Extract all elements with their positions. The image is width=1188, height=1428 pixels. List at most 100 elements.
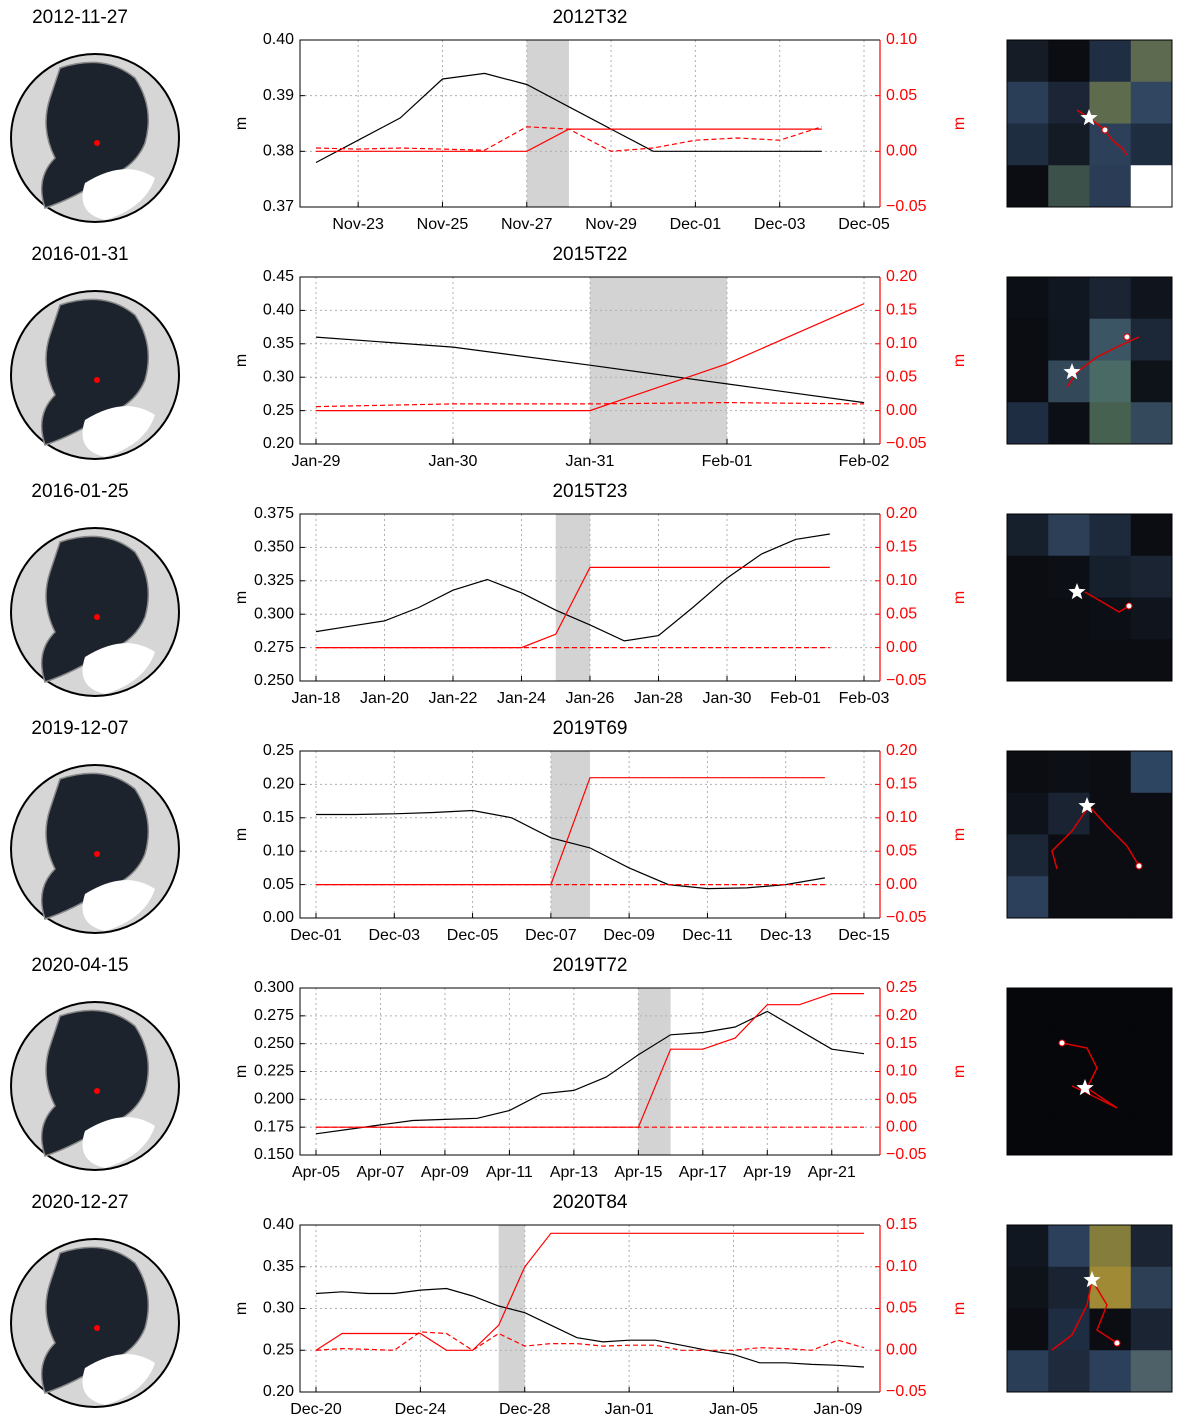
tile-cell bbox=[1131, 988, 1173, 1030]
chart-title: 2019T72 bbox=[552, 955, 627, 976]
tile-cell bbox=[1007, 277, 1049, 319]
x-tick-label: Dec-05 bbox=[838, 216, 890, 233]
y2-tick-label: −0.05 bbox=[886, 435, 927, 452]
x-tick-label: Nov-23 bbox=[332, 216, 384, 233]
y2-tick-label: −0.05 bbox=[886, 198, 927, 215]
x-tick-label: Jan-31 bbox=[566, 453, 615, 470]
y2-tick-label: −0.05 bbox=[886, 1383, 927, 1400]
polar-map bbox=[11, 1239, 179, 1407]
y2-tick-label: 0.00 bbox=[886, 639, 917, 656]
tile-cell bbox=[1048, 319, 1090, 361]
tile-cell bbox=[1090, 556, 1132, 598]
y2-tick-label: 0.05 bbox=[886, 1300, 917, 1317]
x-tick-label: Dec-24 bbox=[395, 1401, 447, 1418]
x-tick-label: Dec-11 bbox=[682, 927, 732, 944]
x-tick-label: Nov-27 bbox=[501, 216, 553, 233]
y2-tick-label: 0.20 bbox=[886, 1007, 917, 1024]
tile-cell bbox=[1007, 124, 1049, 166]
y-tick-label: 0.325 bbox=[254, 572, 294, 589]
y-tick-label: 0.35 bbox=[263, 1258, 294, 1275]
x-tick-label: Dec-05 bbox=[447, 927, 499, 944]
y2-tick-label: 0.00 bbox=[886, 1341, 917, 1358]
tile-cell bbox=[1007, 793, 1049, 835]
y2-tick-label: 0.05 bbox=[886, 605, 917, 622]
map-tile bbox=[1007, 988, 1173, 1156]
y-tick-label: 0.25 bbox=[263, 1341, 294, 1358]
tile-cell bbox=[1007, 1113, 1049, 1155]
x-tick-label: Feb-01 bbox=[702, 453, 753, 470]
tile-cell bbox=[1048, 1225, 1090, 1267]
tile-cell bbox=[1048, 1309, 1090, 1351]
x-tick-label: Apr-11 bbox=[486, 1164, 533, 1181]
y2-tick-label: 0.20 bbox=[886, 505, 917, 522]
x-tick-label: Apr-13 bbox=[550, 1164, 598, 1181]
y-tick-label: 0.30 bbox=[263, 368, 294, 385]
tile-cell bbox=[1007, 402, 1049, 444]
tile-cell bbox=[1090, 751, 1132, 793]
dashed-line bbox=[316, 1332, 864, 1350]
x-tick-label: Nov-29 bbox=[585, 216, 637, 233]
tile-cell bbox=[1131, 124, 1173, 166]
map-buoy bbox=[94, 1325, 100, 1331]
x-tick-label: Jan-20 bbox=[360, 690, 409, 707]
y-tick-label: 0.25 bbox=[263, 742, 294, 759]
chart-title: 2019T69 bbox=[552, 718, 627, 739]
tile-cell bbox=[1131, 639, 1173, 681]
tile-cell bbox=[1131, 751, 1173, 793]
tile-cell bbox=[1007, 361, 1049, 403]
map-tile bbox=[1007, 751, 1173, 919]
y-axis-label: m bbox=[233, 1065, 250, 1078]
map-buoy bbox=[94, 614, 100, 620]
y-tick-label: 0.225 bbox=[254, 1063, 294, 1080]
y-tick-label: 0.250 bbox=[254, 1035, 294, 1052]
tile-cell bbox=[1007, 1350, 1049, 1392]
y-tick-label: 0.350 bbox=[254, 539, 294, 556]
map-buoy bbox=[94, 1088, 100, 1094]
polar-map bbox=[11, 291, 179, 459]
start-point bbox=[1124, 334, 1130, 340]
tile-cell bbox=[1048, 751, 1090, 793]
tile-cell bbox=[1090, 124, 1132, 166]
tile-cell bbox=[1048, 876, 1090, 918]
tile-cell bbox=[1131, 1267, 1173, 1309]
y-axis-label: m bbox=[233, 354, 250, 367]
tile-cell bbox=[1090, 1309, 1132, 1351]
x-tick-label: Dec-07 bbox=[525, 927, 577, 944]
tile-cell bbox=[1131, 835, 1173, 877]
x-tick-label: Jan-24 bbox=[497, 690, 546, 707]
tile-cell bbox=[1007, 988, 1049, 1030]
tile-cell bbox=[1007, 514, 1049, 556]
tile-cell bbox=[1090, 1225, 1132, 1267]
y-axis-label: m bbox=[233, 591, 250, 604]
tile-cell bbox=[1007, 319, 1049, 361]
tile-cell bbox=[1048, 124, 1090, 166]
tile-cell bbox=[1007, 876, 1049, 918]
x-tick-label: Apr-17 bbox=[679, 1164, 727, 1181]
y2-tick-label: 0.05 bbox=[886, 87, 917, 104]
y-tick-label: 0.275 bbox=[254, 639, 294, 656]
tile-cell bbox=[1048, 1350, 1090, 1392]
y2-tick-label: −0.05 bbox=[886, 909, 927, 926]
y-tick-label: 0.175 bbox=[254, 1118, 294, 1135]
tile-cell bbox=[1090, 1072, 1132, 1114]
tile-cell bbox=[1007, 40, 1049, 82]
map-tile bbox=[1007, 277, 1173, 445]
tile-cell bbox=[1090, 1350, 1132, 1392]
y-tick-label: 0.20 bbox=[263, 1383, 294, 1400]
y2-tick-label: −0.05 bbox=[886, 672, 927, 689]
tile-cell bbox=[1131, 40, 1173, 82]
y2-tick-label: 0.10 bbox=[886, 1258, 917, 1275]
y-tick-label: 0.40 bbox=[263, 31, 294, 48]
map-date: 2012-11-27 bbox=[32, 7, 128, 28]
x-tick-label: Apr-09 bbox=[421, 1164, 469, 1181]
x-tick-label: Nov-25 bbox=[417, 216, 469, 233]
tile-cell bbox=[1131, 165, 1173, 207]
y2-tick-label: −0.05 bbox=[886, 1146, 927, 1163]
y2-tick-label: 0.05 bbox=[886, 368, 917, 385]
y-tick-label: 0.250 bbox=[254, 672, 294, 689]
tile-cell bbox=[1131, 876, 1173, 918]
tile-cell bbox=[1090, 988, 1132, 1030]
tile-cell bbox=[1090, 277, 1132, 319]
y2-axis-label: m bbox=[951, 828, 968, 841]
y2-tick-label: 0.15 bbox=[886, 302, 917, 319]
